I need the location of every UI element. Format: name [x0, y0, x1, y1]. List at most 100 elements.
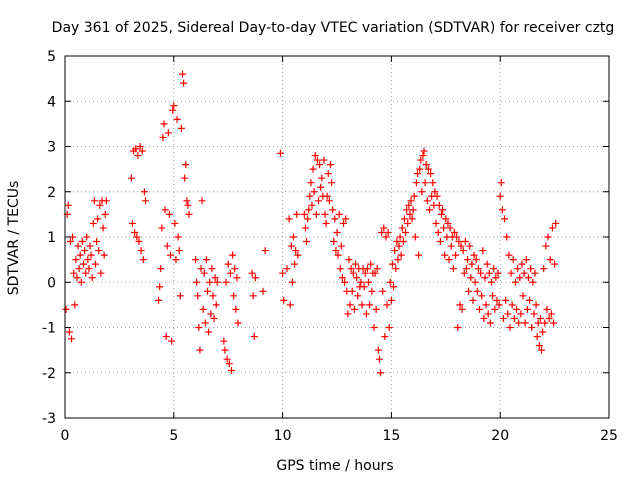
- x-axis-title: GPS time / hours: [276, 458, 393, 474]
- data-point: [363, 265, 371, 273]
- data-point: [477, 269, 485, 277]
- data-point: [158, 224, 166, 232]
- data-point: [159, 133, 167, 141]
- data-point: [514, 265, 522, 273]
- data-point: [446, 224, 454, 232]
- y-tick-label: -1: [42, 321, 56, 337]
- data-point: [84, 256, 92, 264]
- data-point: [515, 319, 523, 327]
- data-point: [329, 206, 337, 214]
- data-point: [183, 197, 191, 205]
- data-point: [211, 274, 219, 282]
- data-point: [441, 251, 449, 259]
- data-point: [484, 310, 492, 318]
- data-point: [530, 310, 538, 318]
- data-point: [337, 242, 345, 250]
- data-point: [347, 265, 355, 273]
- data-point: [424, 165, 432, 173]
- chart-title: Day 361 of 2025, Sidereal Day-to-day VTE…: [52, 20, 615, 36]
- data-point: [89, 219, 97, 227]
- data-point: [519, 292, 527, 300]
- data-point: [453, 233, 461, 241]
- y-tick-label: 1: [47, 230, 56, 246]
- data-point: [286, 301, 294, 309]
- data-point: [419, 152, 427, 160]
- data-point: [399, 238, 407, 246]
- data-point: [496, 192, 504, 200]
- data-point: [542, 242, 550, 250]
- data-point: [201, 319, 209, 327]
- data-point: [495, 301, 503, 309]
- data-point: [182, 161, 190, 169]
- data-point: [161, 206, 169, 214]
- data-point: [135, 238, 143, 246]
- data-point: [405, 201, 413, 209]
- data-point: [418, 188, 426, 196]
- data-point: [552, 219, 560, 227]
- data-point: [169, 106, 177, 114]
- data-point: [328, 179, 336, 187]
- data-point: [532, 301, 540, 309]
- data-point: [540, 265, 548, 273]
- data-point: [543, 305, 551, 313]
- data-point: [402, 228, 410, 236]
- data-point: [102, 197, 110, 205]
- data-point: [497, 179, 505, 187]
- data-point: [452, 251, 460, 259]
- data-point: [78, 238, 86, 246]
- data-point: [461, 238, 469, 246]
- data-point: [541, 319, 549, 327]
- data-point: [518, 260, 526, 268]
- data-point: [177, 124, 185, 132]
- data-point: [90, 197, 98, 205]
- data-point: [395, 242, 403, 250]
- data-point: [550, 319, 558, 327]
- data-point: [132, 145, 140, 153]
- data-point: [283, 265, 291, 273]
- y-tick-label: -3: [42, 411, 56, 427]
- data-point: [232, 305, 240, 313]
- data-point: [157, 265, 165, 273]
- data-point: [417, 156, 425, 164]
- data-point: [306, 192, 314, 200]
- data-point: [420, 147, 428, 155]
- data-point: [513, 305, 521, 313]
- data-point: [372, 305, 380, 313]
- data-point: [321, 210, 329, 218]
- data-point: [87, 251, 95, 259]
- data-point: [199, 305, 207, 313]
- data-point: [429, 179, 437, 187]
- data-point: [439, 206, 447, 214]
- data-point: [365, 278, 373, 286]
- data-point: [206, 278, 214, 286]
- data-point: [403, 206, 411, 214]
- data-point: [77, 278, 85, 286]
- data-point: [342, 215, 350, 223]
- data-point: [279, 269, 287, 277]
- data-point: [472, 256, 480, 264]
- data-point: [366, 301, 374, 309]
- data-point: [478, 292, 486, 300]
- data-point: [181, 174, 189, 182]
- data-point: [392, 265, 400, 273]
- data-point: [511, 278, 519, 286]
- data-point: [527, 265, 535, 273]
- data-point: [367, 260, 375, 268]
- data-point: [435, 201, 443, 209]
- data-point: [222, 278, 230, 286]
- data-point: [338, 274, 346, 282]
- data-point: [528, 324, 536, 331]
- x-tick-label: 5: [169, 428, 178, 444]
- data-point: [456, 301, 464, 309]
- data-points: [62, 70, 560, 377]
- data-point: [287, 242, 295, 250]
- data-point: [194, 292, 202, 300]
- data-point: [62, 305, 70, 313]
- data-point: [224, 260, 232, 268]
- data-point: [433, 192, 441, 200]
- data-point: [489, 292, 497, 300]
- data-point: [285, 215, 293, 223]
- data-point: [307, 179, 315, 187]
- data-point: [548, 224, 556, 232]
- data-point: [353, 274, 361, 282]
